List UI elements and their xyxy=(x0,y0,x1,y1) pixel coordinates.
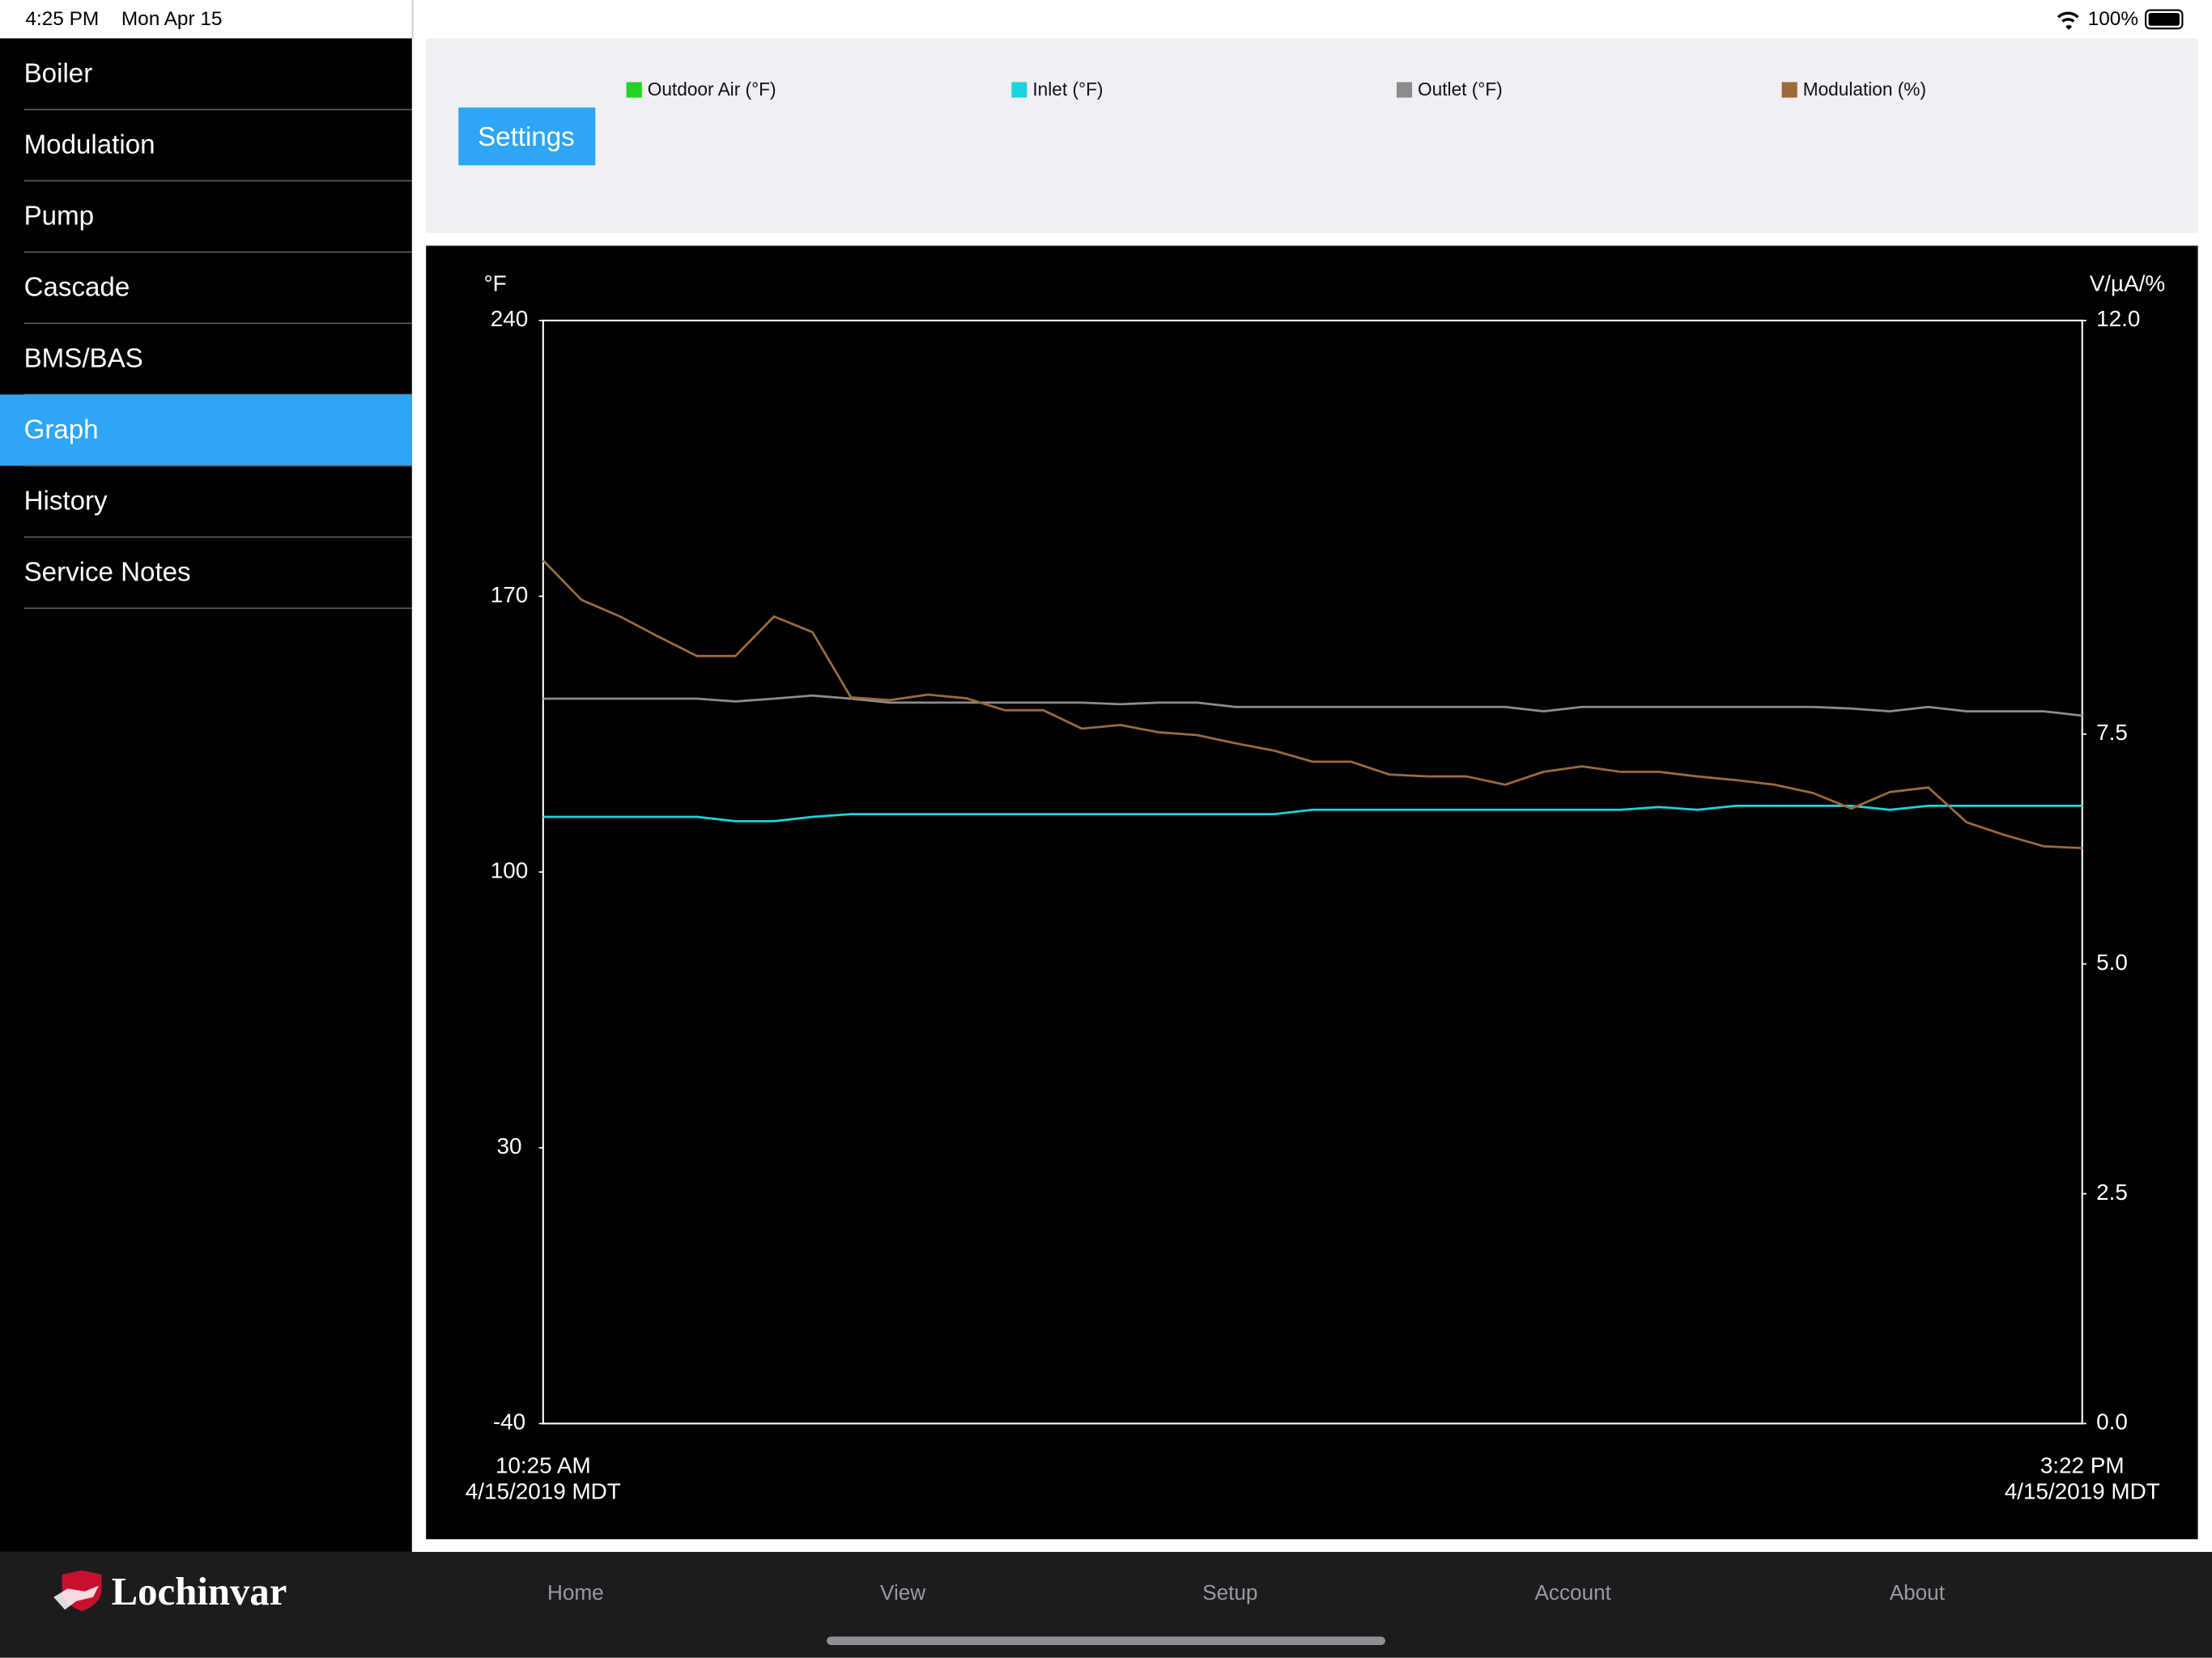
legend-swatch xyxy=(626,82,642,98)
y-tick-label: 240 xyxy=(491,306,528,331)
brand-horse xyxy=(53,1585,99,1610)
plot: 240 170 100 30 -40 12.0 7.5 5.0 2.5 0.0 10:25 AM 4/… xyxy=(466,306,2160,1504)
menu-item[interactable]: Boiler xyxy=(24,58,93,88)
y2-tick-label: 2.5 xyxy=(2096,1180,2128,1205)
sidebar-menu: Boiler Modulation Pump Cascade BMS/BAS Graph H… xyxy=(0,58,412,610)
y2-tick-label: 7.5 xyxy=(2096,720,2128,745)
legend-label: Inlet (°F) xyxy=(1032,79,1103,100)
sidebar xyxy=(0,38,412,1552)
tab-item[interactable]: Setup xyxy=(1202,1580,1257,1605)
series-line xyxy=(542,559,2082,850)
menu-item-selected[interactable] xyxy=(0,394,412,466)
battery-fill xyxy=(2148,13,2180,26)
series-line xyxy=(542,694,2082,717)
tab-item[interactable]: Account xyxy=(1535,1580,1612,1605)
y-tick-label: 30 xyxy=(496,1133,521,1158)
menu-item[interactable]: Cascade xyxy=(24,272,130,302)
y-tick-label: -40 xyxy=(493,1409,525,1435)
y2-tick-label: 0.0 xyxy=(2096,1409,2128,1435)
y-axis-label: °F xyxy=(483,271,506,296)
tab-item[interactable]: View xyxy=(880,1580,925,1605)
home-indicator xyxy=(827,1636,1385,1645)
legend-swatch xyxy=(1781,82,1797,98)
tab-item[interactable]: About xyxy=(1890,1580,1946,1605)
wifi-icon xyxy=(2057,11,2079,30)
settings-label[interactable]: Settings xyxy=(478,122,575,152)
legend-label: Outlet (°F) xyxy=(1418,79,1503,100)
menu-item[interactable]: Service Notes xyxy=(24,557,191,587)
menu-item[interactable]: Pump xyxy=(24,201,94,231)
legend-swatch xyxy=(1011,82,1027,98)
legend-label: Outdoor Air (°F) xyxy=(648,79,776,100)
legend-label: Modulation (%) xyxy=(1803,79,1926,100)
y-tick-label: 100 xyxy=(491,858,528,883)
y2-tick-label: 5.0 xyxy=(2096,950,2128,975)
battery-icon xyxy=(2145,9,2184,30)
menu-item[interactable]: Modulation xyxy=(24,130,155,159)
settings-button[interactable] xyxy=(458,107,596,166)
menu-item[interactable]: BMS/BAS xyxy=(24,343,143,373)
menu-item[interactable]: History xyxy=(24,486,108,516)
status-time: 4:25 PM xyxy=(25,8,99,30)
tabs: Home View Setup Account About xyxy=(547,1580,1946,1605)
legend: Outdoor Air (°F) Inlet (°F) Outlet (°F) Mod… xyxy=(626,79,1926,100)
legend-swatch xyxy=(1396,82,1413,98)
x-tick-label: 3:22 PM 4/15/2019 MDT xyxy=(2005,1453,2160,1504)
y-tick-label: 170 xyxy=(491,582,528,607)
y2-tick-label: 12.0 xyxy=(2096,306,2140,331)
menu-item[interactable]: Graph xyxy=(24,414,99,444)
y2-axis-label: V/µA/% xyxy=(2090,271,2165,296)
legend-panel xyxy=(426,38,2198,233)
brand-name: Lochinvar xyxy=(112,1570,287,1613)
x-tick-label: 10:25 AM 4/15/2019 MDT xyxy=(466,1453,621,1504)
status-date: Mon Apr 15 xyxy=(121,8,223,30)
series-line xyxy=(542,804,2082,823)
chart-panel xyxy=(426,245,2198,1540)
status-battery: 100% xyxy=(2088,8,2138,30)
tab-item[interactable]: Home xyxy=(547,1580,604,1605)
